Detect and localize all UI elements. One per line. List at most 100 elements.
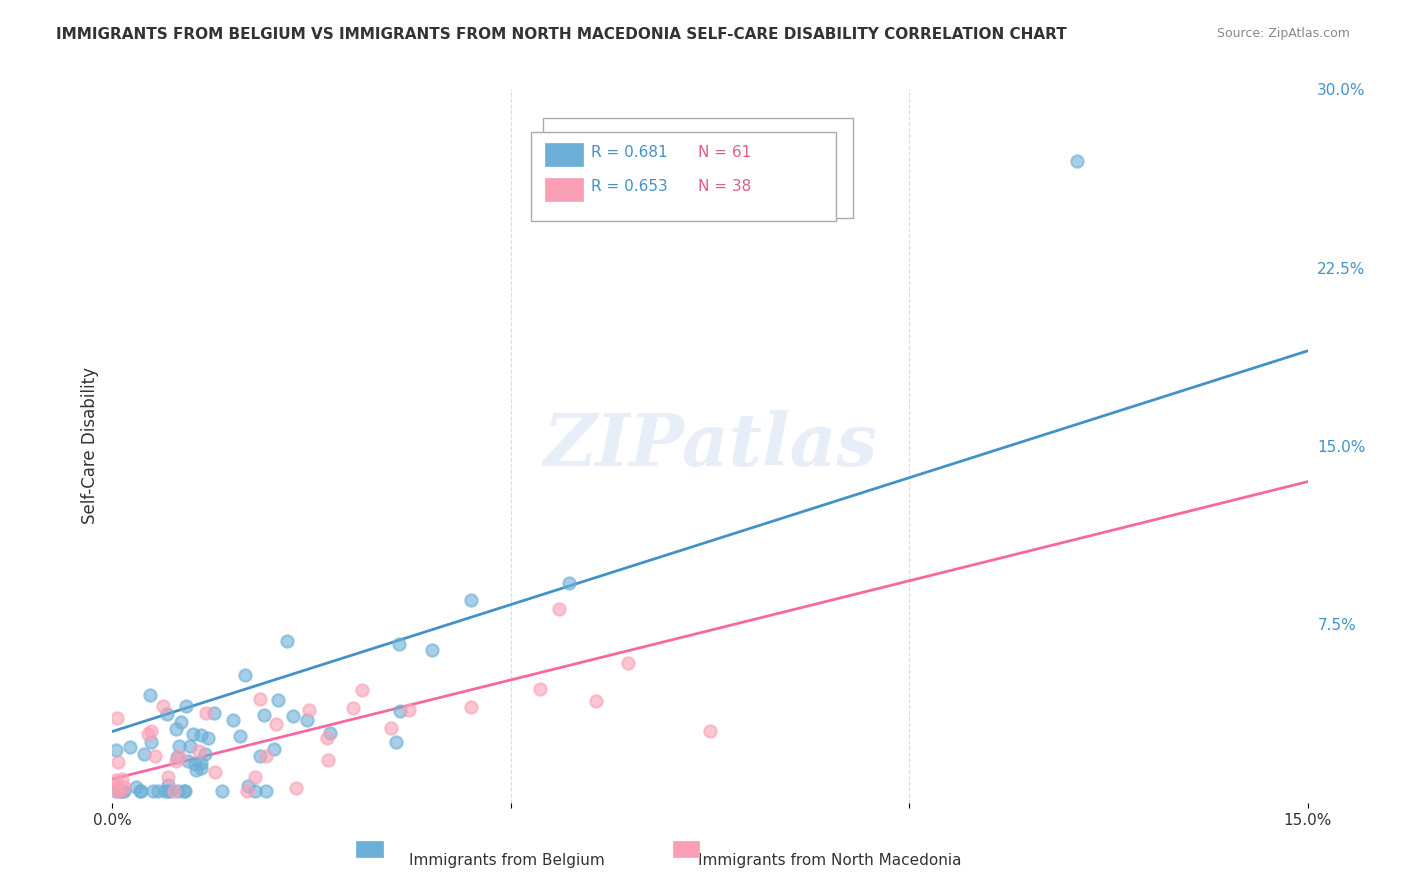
Point <box>139 688 162 702</box>
Point <box>194 747 217 762</box>
Point <box>167 784 190 798</box>
Point <box>557 576 579 591</box>
Point <box>110 784 132 798</box>
Point <box>173 784 195 798</box>
Point <box>342 701 364 715</box>
Point <box>167 739 190 754</box>
FancyBboxPatch shape <box>546 178 583 201</box>
Point <box>105 772 128 787</box>
Point <box>105 779 128 793</box>
Point <box>165 722 187 736</box>
Point <box>125 780 148 794</box>
Text: Immigrants from North Macedonia: Immigrants from North Macedonia <box>697 853 962 868</box>
Point <box>132 747 155 761</box>
Point <box>190 728 212 742</box>
Point <box>136 727 159 741</box>
Text: IMMIGRANTS FROM BELGIUM VS IMMIGRANTS FROM NORTH MACEDONIA SELF-CARE DISABILITY : IMMIGRANTS FROM BELGIUM VS IMMIGRANTS FR… <box>56 27 1067 42</box>
Point <box>190 761 212 775</box>
Point <box>156 784 179 798</box>
Point <box>159 784 181 798</box>
Text: Immigrants from Belgium: Immigrants from Belgium <box>409 853 605 868</box>
Point <box>105 784 128 798</box>
Point <box>460 593 482 607</box>
Point <box>142 784 165 798</box>
Text: N = 61: N = 61 <box>699 145 751 161</box>
Point <box>166 750 188 764</box>
Point <box>157 779 180 793</box>
Point <box>173 784 195 798</box>
Point <box>398 703 420 717</box>
Point <box>384 735 406 749</box>
Point <box>264 717 287 731</box>
Point <box>105 711 128 725</box>
Point <box>143 749 166 764</box>
Point <box>283 709 305 723</box>
Point <box>174 698 197 713</box>
Point <box>285 781 308 796</box>
Point <box>267 692 290 706</box>
Point <box>177 754 200 768</box>
Point <box>254 784 277 798</box>
Point <box>163 784 186 798</box>
Point <box>179 739 201 753</box>
Point <box>190 756 212 770</box>
Point <box>211 784 233 798</box>
Point <box>388 705 411 719</box>
Point <box>204 765 226 780</box>
Point <box>254 748 277 763</box>
Point <box>112 780 135 794</box>
Point <box>236 784 259 798</box>
FancyBboxPatch shape <box>546 144 583 166</box>
Point <box>617 656 640 670</box>
Point <box>105 743 128 757</box>
Point <box>128 784 150 798</box>
Point <box>422 642 444 657</box>
Text: ZIPatlas: ZIPatlas <box>543 410 877 482</box>
Text: R = 0.653: R = 0.653 <box>591 179 668 194</box>
Point <box>229 729 252 743</box>
Point <box>197 731 219 746</box>
Point <box>170 715 193 730</box>
Point <box>699 724 721 739</box>
Point <box>169 749 191 764</box>
Point <box>233 668 256 682</box>
Point <box>249 692 271 706</box>
Point <box>195 706 218 721</box>
Point <box>276 633 298 648</box>
Point <box>118 740 141 755</box>
Point <box>222 714 245 728</box>
Point <box>112 784 135 798</box>
Point <box>298 703 321 717</box>
Point <box>111 772 134 787</box>
Point <box>249 748 271 763</box>
Point <box>111 784 134 798</box>
Point <box>188 744 211 758</box>
Point <box>350 682 373 697</box>
FancyBboxPatch shape <box>673 841 699 857</box>
Point <box>380 722 402 736</box>
Point <box>184 757 207 772</box>
Point <box>295 713 318 727</box>
Point <box>316 754 339 768</box>
Point <box>243 784 266 798</box>
Point <box>156 770 179 784</box>
Point <box>110 784 132 798</box>
Point <box>156 706 179 721</box>
FancyBboxPatch shape <box>543 118 853 218</box>
Point <box>1066 153 1088 168</box>
Point <box>165 754 187 768</box>
Point <box>202 706 225 720</box>
Point <box>263 741 285 756</box>
Point <box>139 735 162 749</box>
Point <box>529 682 551 697</box>
Point <box>238 779 260 793</box>
Point <box>388 637 411 651</box>
Text: R = 0.681: R = 0.681 <box>591 145 666 161</box>
Point <box>141 724 163 739</box>
Point <box>319 726 342 740</box>
Text: Source: ZipAtlas.com: Source: ZipAtlas.com <box>1216 27 1350 40</box>
Point <box>107 755 129 769</box>
Point <box>315 731 337 745</box>
Point <box>253 708 276 723</box>
Point <box>152 698 174 713</box>
